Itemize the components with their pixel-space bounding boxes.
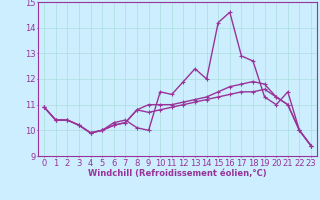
X-axis label: Windchill (Refroidissement éolien,°C): Windchill (Refroidissement éolien,°C)	[88, 169, 267, 178]
